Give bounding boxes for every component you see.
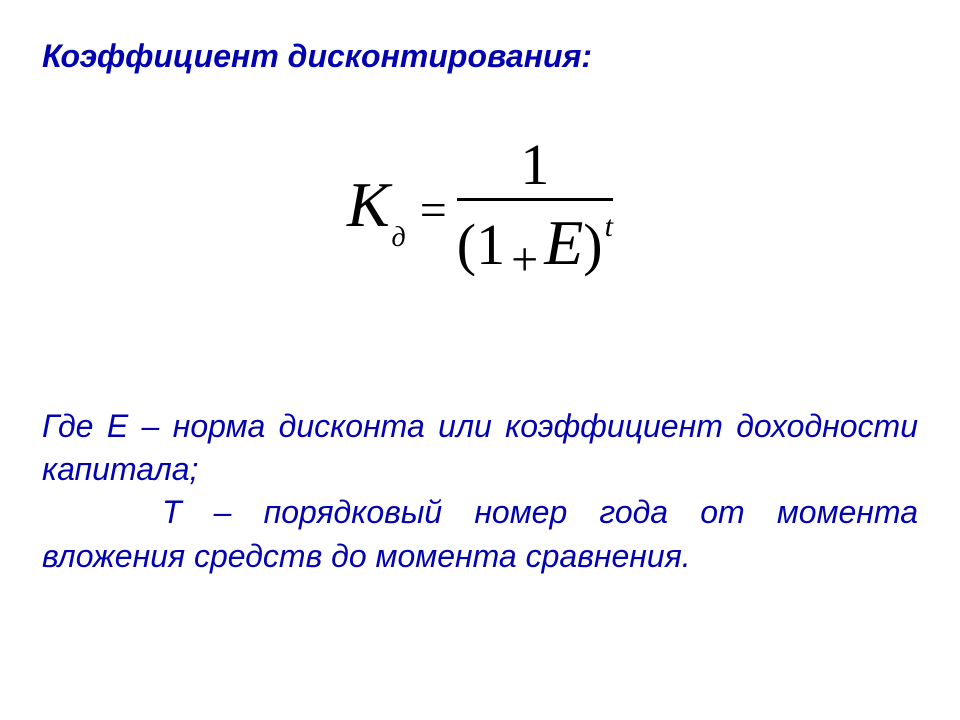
slide: Коэффициент дисконтирования: Кд = 1 (1+E… [0, 0, 960, 720]
description-line-2: Т – порядковый номер года от момента вло… [42, 491, 918, 577]
formula-den-one: 1 [476, 212, 505, 277]
formula-close-paren: ) [583, 212, 602, 277]
formula-superscript: t [603, 210, 613, 243]
formula-lhs-symbol: К [347, 169, 390, 240]
formula-equals: = [410, 184, 457, 237]
formula-fraction: 1 (1+E)t [457, 135, 613, 289]
discount-formula: Кд = 1 (1+E)t [0, 135, 960, 289]
formula-lhs-subscript: д [390, 222, 406, 253]
formula-den-var: E [544, 207, 583, 278]
description-block: Где Е – норма дисконта или коэффициент д… [42, 405, 918, 578]
formula-plus: + [505, 233, 544, 286]
slide-title: Коэффициент дисконтирования: [42, 38, 592, 75]
description-line-1: Где Е – норма дисконта или коэффициент д… [42, 408, 918, 487]
formula-numerator: 1 [520, 132, 549, 197]
formula-open-paren: ( [457, 212, 476, 277]
